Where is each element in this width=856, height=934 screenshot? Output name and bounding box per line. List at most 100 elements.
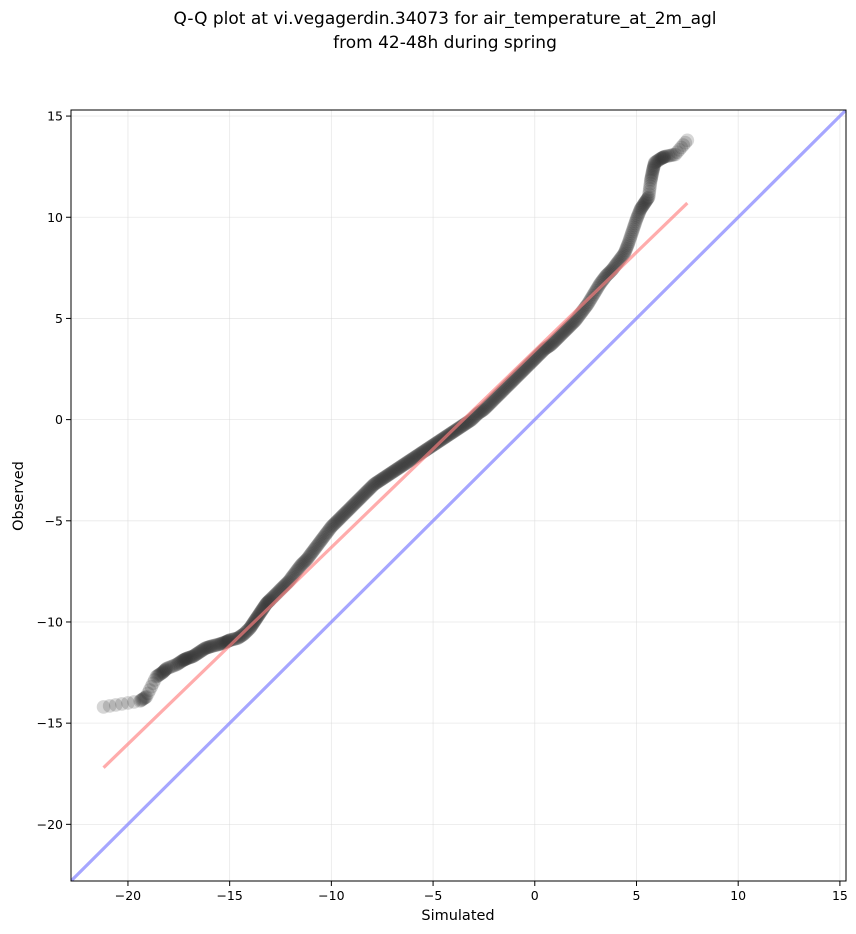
data-point xyxy=(394,459,409,473)
data-point xyxy=(346,497,361,512)
data-point xyxy=(400,455,415,469)
data-point xyxy=(653,152,667,167)
chart-title: Q-Q plot at vi.vegagerdin.34073 for air_… xyxy=(173,9,716,29)
data-point xyxy=(477,402,491,417)
data-point xyxy=(358,486,372,501)
data-point xyxy=(678,135,693,150)
data-point xyxy=(136,692,151,706)
data-point xyxy=(641,190,656,204)
data-point xyxy=(478,401,492,416)
data-point xyxy=(170,656,185,671)
data-point xyxy=(504,375,519,389)
data-point xyxy=(300,552,314,567)
data-point xyxy=(296,556,310,571)
data-point xyxy=(664,148,679,162)
data-point xyxy=(377,470,392,485)
data-point xyxy=(156,665,171,679)
data-point xyxy=(356,488,370,503)
data-point xyxy=(490,389,504,404)
data-point xyxy=(313,534,327,549)
data-point xyxy=(355,489,369,504)
data-point xyxy=(676,138,691,152)
data-point xyxy=(108,698,123,712)
data-point xyxy=(637,197,651,211)
data-point xyxy=(502,377,517,392)
data-point xyxy=(658,149,672,164)
y-tick-label: 15 xyxy=(47,109,63,124)
data-point xyxy=(205,639,220,653)
data-point xyxy=(393,460,408,474)
x-tick-label: 5 xyxy=(633,888,641,903)
data-point xyxy=(347,496,362,511)
data-point xyxy=(157,664,171,679)
data-point xyxy=(645,163,660,178)
data-point xyxy=(634,201,649,215)
data-point xyxy=(211,637,225,652)
data-point xyxy=(650,154,664,169)
data-point xyxy=(659,149,674,164)
data-point xyxy=(613,252,628,266)
data-point xyxy=(178,652,193,666)
y-tick-label: −10 xyxy=(37,614,63,629)
data-point xyxy=(349,494,364,509)
data-point xyxy=(289,563,304,578)
data-point xyxy=(310,538,324,553)
data-point xyxy=(629,212,644,227)
data-point xyxy=(395,458,410,473)
data-point xyxy=(362,482,376,497)
data-point xyxy=(583,292,598,307)
data-point xyxy=(169,657,184,672)
data-point xyxy=(645,165,660,180)
data-point xyxy=(332,511,347,526)
data-point xyxy=(652,153,666,167)
data-point xyxy=(173,655,187,670)
plot-frame xyxy=(70,109,847,882)
data-point xyxy=(339,504,354,519)
data-point xyxy=(623,230,638,245)
data-point xyxy=(448,423,463,438)
data-point xyxy=(387,464,402,478)
data-point xyxy=(397,457,412,471)
data-point xyxy=(503,376,518,390)
data-point xyxy=(595,274,609,289)
y-tick-label: 5 xyxy=(55,311,63,326)
data-point xyxy=(399,455,414,470)
data-point xyxy=(401,454,416,469)
data-point xyxy=(215,636,230,651)
data-point xyxy=(632,205,646,220)
data-point xyxy=(323,521,338,536)
data-point xyxy=(388,463,403,478)
data-point xyxy=(176,653,191,667)
data-point xyxy=(501,378,516,393)
data-point xyxy=(647,155,662,170)
data-point xyxy=(303,548,317,562)
data-point xyxy=(213,637,228,651)
data-point xyxy=(555,326,570,341)
data-point xyxy=(625,224,640,239)
data-point xyxy=(499,380,514,395)
data-point xyxy=(294,558,308,573)
data-point xyxy=(644,168,659,183)
data-point xyxy=(305,545,319,560)
data-point xyxy=(199,641,214,655)
data-point xyxy=(317,529,332,544)
fit-line xyxy=(102,201,689,769)
data-point xyxy=(484,395,498,410)
data-point xyxy=(312,536,326,550)
data-point xyxy=(147,673,162,687)
data-point xyxy=(552,329,566,344)
data-point xyxy=(196,642,211,657)
data-point xyxy=(582,294,597,308)
x-tick-label: 0 xyxy=(531,888,539,903)
data-point xyxy=(408,449,423,464)
data-point xyxy=(337,506,352,521)
data-point xyxy=(336,507,351,522)
data-point xyxy=(495,384,510,399)
data-point xyxy=(372,474,386,488)
y-tick-label: −20 xyxy=(37,817,63,832)
data-point xyxy=(163,660,177,674)
x-tick-label: −15 xyxy=(216,888,242,903)
data-point xyxy=(618,243,633,258)
data-point xyxy=(371,474,385,489)
data-point xyxy=(192,645,206,660)
